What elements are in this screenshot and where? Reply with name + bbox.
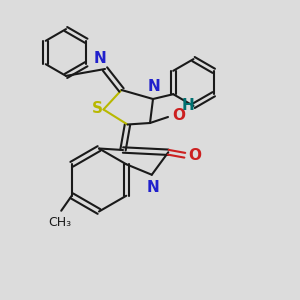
Text: CH₃: CH₃ (48, 216, 71, 229)
Text: N: N (147, 180, 160, 195)
Text: H: H (182, 98, 195, 113)
Text: N: N (147, 79, 160, 94)
Text: O: O (172, 108, 185, 123)
Text: O: O (188, 148, 201, 163)
Text: S: S (92, 100, 102, 116)
Text: N: N (93, 51, 106, 66)
